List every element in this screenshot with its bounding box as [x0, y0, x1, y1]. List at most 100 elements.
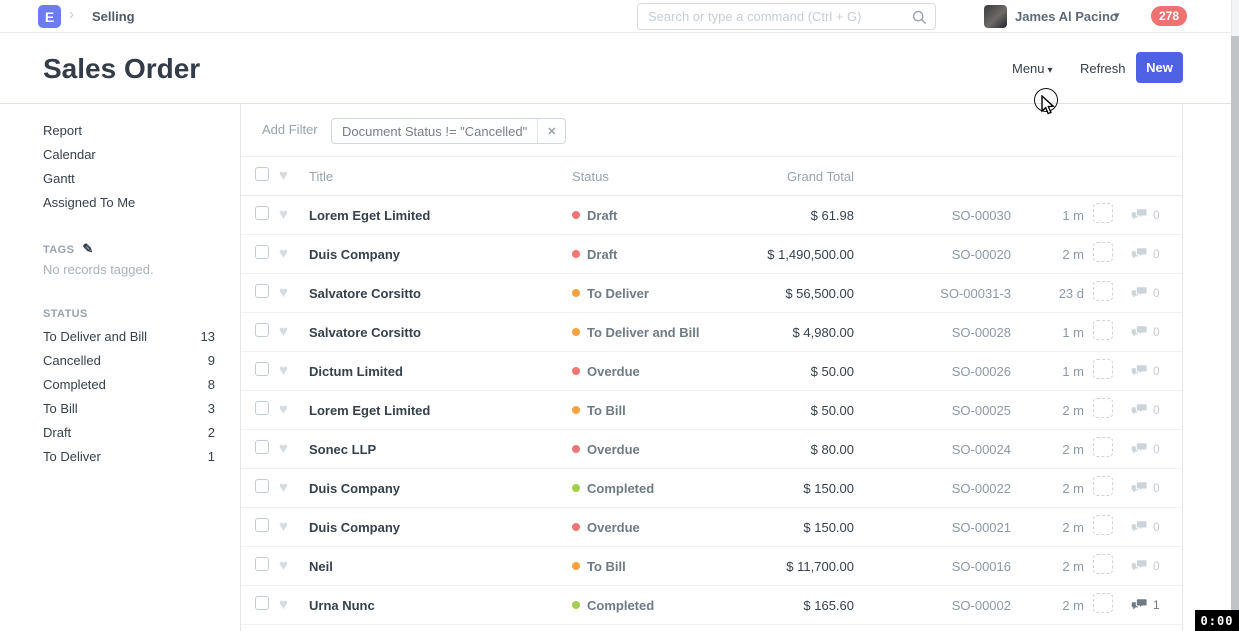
- assign-placeholder[interactable]: [1093, 592, 1113, 613]
- row-title-link[interactable]: Dictum Limited: [309, 363, 403, 379]
- status-filter-label: Draft: [43, 425, 72, 440]
- row-checkbox[interactable]: [255, 283, 269, 298]
- assign-placeholder[interactable]: [1093, 514, 1113, 535]
- status-filter-item[interactable]: To Deliver and Bill 13: [43, 329, 215, 344]
- table-row[interactable]: ♥ Sonec LLP Overdue $ 80.00 SO-00024 2 m…: [241, 430, 1182, 469]
- status-filter-item[interactable]: To Bill 3: [43, 401, 215, 416]
- row-checkbox[interactable]: [255, 361, 269, 376]
- row-title-link[interactable]: Duis Company: [309, 519, 401, 535]
- comment-cell[interactable]: 0: [1122, 481, 1168, 495]
- row-checkbox[interactable]: [255, 556, 269, 571]
- comment-cell[interactable]: 0: [1122, 403, 1168, 417]
- like-heart-icon[interactable]: ♥: [279, 440, 288, 457]
- select-all-checkbox[interactable]: [255, 166, 269, 181]
- new-button[interactable]: New: [1136, 52, 1183, 83]
- sidebar-item-calendar[interactable]: Calendar: [43, 147, 96, 162]
- breadcrumb[interactable]: Selling: [92, 9, 135, 24]
- row-title-link[interactable]: Urna Nunc: [309, 597, 375, 613]
- comment-cell[interactable]: 0: [1122, 559, 1168, 573]
- row-title-link[interactable]: Neil: [309, 558, 333, 574]
- assign-placeholder[interactable]: [1093, 436, 1113, 457]
- search-input[interactable]: [648, 4, 903, 29]
- table-row[interactable]: ♥ Salvatore Corsitto To Deliver and Bill…: [241, 313, 1182, 352]
- like-heart-icon[interactable]: ♥: [279, 245, 288, 262]
- row-checkbox[interactable]: [255, 205, 269, 220]
- table-row[interactable]: ♥ Dictum Limited Overdue $ 50.00 SO-0002…: [241, 352, 1182, 391]
- like-heart-icon[interactable]: ♥: [279, 206, 288, 223]
- user-menu[interactable]: James Al Pacino: [1015, 9, 1118, 24]
- table-row[interactable]: ♥ Duis Company Draft $ 1,490,500.00 SO-0…: [241, 235, 1182, 274]
- row-title-link[interactable]: Lorem Eget Limited: [309, 207, 431, 223]
- like-heart-icon[interactable]: ♥: [279, 596, 288, 613]
- row-checkbox[interactable]: [255, 322, 269, 337]
- assign-placeholder[interactable]: [1093, 397, 1113, 418]
- row-title-link[interactable]: Duis Company: [309, 480, 401, 496]
- table-row[interactable]: ♥ Neil To Bill $ 11,700.00 SO-00016 2 m …: [241, 547, 1182, 586]
- scrollbar-thumb[interactable]: [1231, 36, 1239, 631]
- table-row[interactable]: ♥ Duis Company Completed $ 150.00 SO-000…: [241, 469, 1182, 508]
- status-badge: To Deliver and Bill: [572, 325, 722, 340]
- comment-cell[interactable]: 0: [1122, 442, 1168, 456]
- sidebar-item-report[interactable]: Report: [43, 123, 83, 138]
- row-title-link[interactable]: Duis Company: [309, 246, 401, 262]
- comment-cell[interactable]: 0: [1122, 364, 1168, 378]
- like-heart-icon[interactable]: ♥: [279, 518, 288, 535]
- table-row[interactable]: ♥ Duis Company Overdue $ 150.00 SO-00021…: [241, 508, 1182, 547]
- like-heart-icon[interactable]: ♥: [279, 323, 288, 340]
- comment-cell[interactable]: 1: [1122, 598, 1168, 612]
- table-row[interactable]: ♥ Urna Nunc Completed $ 165.60 SO-00002 …: [241, 586, 1182, 625]
- refresh-button[interactable]: Refresh: [1080, 61, 1126, 76]
- row-title-link[interactable]: Sonec LLP: [309, 441, 377, 457]
- table-row[interactable]: ♥ Lorem Eget Limited Draft $ 61.98 SO-00…: [241, 196, 1182, 235]
- comment-cell[interactable]: 0: [1122, 325, 1168, 339]
- assign-placeholder[interactable]: [1093, 553, 1113, 574]
- avatar[interactable]: [984, 5, 1007, 28]
- like-heart-icon[interactable]: ♥: [279, 479, 288, 496]
- search-icon[interactable]: [912, 10, 927, 25]
- row-title-link[interactable]: Salvatore Corsitto: [309, 285, 421, 301]
- row-checkbox[interactable]: [255, 478, 269, 493]
- sidebar-item-gantt[interactable]: Gantt: [43, 171, 75, 186]
- table-row[interactable]: ♥ Lorem Eget Limited To Bill $ 50.00 SO-…: [241, 391, 1182, 430]
- row-checkbox[interactable]: [255, 517, 269, 532]
- filter-bar: Add Filter Document Status != "Cancelled…: [241, 104, 1182, 157]
- comment-cell[interactable]: 0: [1122, 247, 1168, 261]
- filter-chip[interactable]: Document Status != "Cancelled" ✕: [331, 118, 567, 144]
- row-checkbox[interactable]: [255, 400, 269, 415]
- app-logo[interactable]: E: [38, 5, 61, 28]
- comment-cell[interactable]: 0: [1122, 208, 1168, 222]
- edit-pencil-icon[interactable]: ✎: [82, 241, 94, 256]
- sidebar-item-assigned[interactable]: Assigned To Me: [43, 195, 136, 210]
- comment-count: 0: [1153, 481, 1160, 495]
- assign-placeholder[interactable]: [1093, 358, 1113, 379]
- assign-placeholder[interactable]: [1093, 319, 1113, 340]
- assign-placeholder[interactable]: [1093, 241, 1113, 262]
- like-heart-icon[interactable]: ♥: [279, 557, 288, 574]
- status-filter-item[interactable]: To Deliver 1: [43, 449, 215, 464]
- row-checkbox[interactable]: [255, 244, 269, 259]
- notification-badge[interactable]: 278: [1151, 6, 1188, 26]
- row-title-link[interactable]: Salvatore Corsitto: [309, 324, 421, 340]
- add-filter-button[interactable]: Add Filter: [262, 122, 318, 137]
- comment-cell[interactable]: 0: [1122, 286, 1168, 300]
- assign-placeholder[interactable]: [1093, 280, 1113, 301]
- row-title-link[interactable]: Lorem Eget Limited: [309, 402, 431, 418]
- close-icon[interactable]: ✕: [537, 119, 565, 143]
- status-filter-item[interactable]: Cancelled 9: [43, 353, 215, 368]
- status-filter-item[interactable]: Draft 2: [43, 425, 215, 440]
- scrollbar[interactable]: [1231, 0, 1239, 631]
- table-row[interactable]: ♥ Salvatore Corsitto To Deliver $ 56,500…: [241, 274, 1182, 313]
- status-filter-item[interactable]: Completed 8: [43, 377, 215, 392]
- assign-placeholder[interactable]: [1093, 202, 1113, 223]
- filter-chip-text[interactable]: Document Status != "Cancelled": [342, 123, 528, 139]
- like-heart-icon[interactable]: ♥: [279, 401, 288, 418]
- like-heart-icon[interactable]: ♥: [279, 362, 288, 379]
- row-checkbox[interactable]: [255, 595, 269, 610]
- row-checkbox[interactable]: [255, 439, 269, 454]
- comment-cell[interactable]: 0: [1122, 520, 1168, 534]
- sales-order-rows: ♥ Lorem Eget Limited Draft $ 61.98 SO-00…: [241, 196, 1182, 625]
- assign-placeholder[interactable]: [1093, 475, 1113, 496]
- like-filter-icon[interactable]: ♥: [279, 167, 288, 184]
- menu-button[interactable]: Menu ▾: [1012, 61, 1053, 76]
- like-heart-icon[interactable]: ♥: [279, 284, 288, 301]
